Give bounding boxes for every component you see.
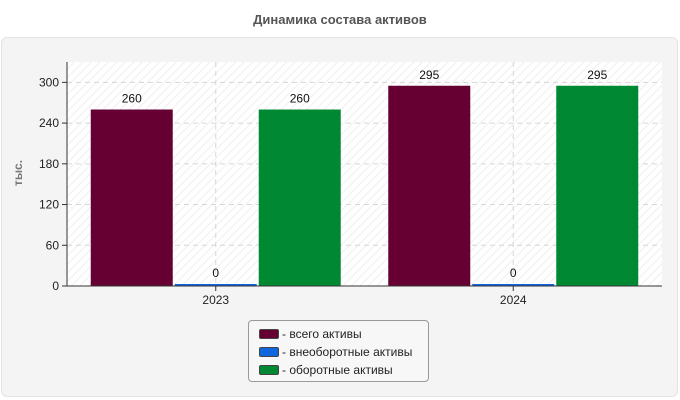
legend-swatch xyxy=(259,365,279,375)
y-axis-label: тыс. xyxy=(11,160,25,186)
data-label: 260 xyxy=(290,92,310,106)
data-label: 0 xyxy=(212,266,219,280)
legend-item: - всего активы xyxy=(259,325,428,343)
legend-label: - внеоборотные активы xyxy=(282,345,413,359)
legend-swatch xyxy=(259,347,279,357)
data-label: 260 xyxy=(122,92,142,106)
data-label: 295 xyxy=(587,68,607,82)
y-tick-label: 60 xyxy=(46,238,60,252)
bars xyxy=(90,85,639,287)
y-tick-label: 0 xyxy=(52,279,59,293)
legend-swatch xyxy=(259,329,279,339)
bar xyxy=(388,85,471,287)
legend-item: - оборотные активы xyxy=(259,361,428,379)
legend-label: - оборотные активы xyxy=(282,363,393,377)
y-tick-label: 180 xyxy=(39,157,59,171)
data-label: 0 xyxy=(510,266,517,280)
bar xyxy=(90,109,173,286)
y-tick-label: 300 xyxy=(39,75,59,89)
bar xyxy=(258,109,341,286)
legend: - всего активы - внеоборотные активы - обо… xyxy=(248,320,429,382)
bar xyxy=(174,284,257,286)
labels: 0 60 120 180 240 300 260 0 260 2023 295 0 295 2024 xyxy=(39,68,608,307)
y-tick-label: 240 xyxy=(39,116,59,130)
y-tick-label: 120 xyxy=(39,198,59,212)
bar xyxy=(556,85,639,287)
axes xyxy=(62,62,662,291)
bar xyxy=(472,284,555,286)
x-tick-label: 2023 xyxy=(202,293,229,307)
legend-label: - всего активы xyxy=(282,327,362,341)
x-tick-label: 2024 xyxy=(500,293,527,307)
data-label: 295 xyxy=(419,68,439,82)
legend-item: - внеоборотные активы xyxy=(259,343,428,361)
chart-title: Динамика состава активов xyxy=(253,12,427,27)
